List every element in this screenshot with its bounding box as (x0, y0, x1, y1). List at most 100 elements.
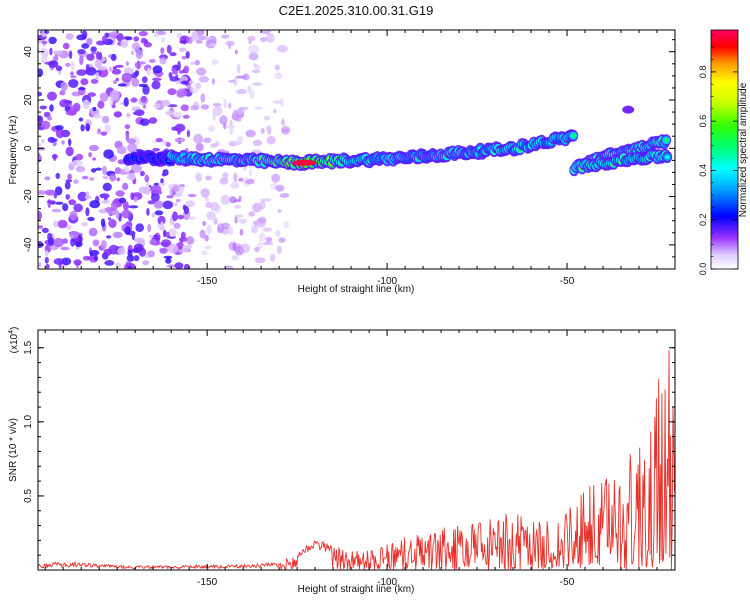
noise-blob (250, 225, 259, 234)
snr-x-tick-label: -100 (377, 577, 397, 588)
noise-blob (172, 211, 178, 222)
noise-blob (259, 202, 267, 207)
noise-blob (208, 125, 216, 133)
colorbar-frame (710, 29, 739, 270)
noise-blob (99, 92, 109, 102)
noise-blob (161, 101, 171, 107)
noise-blob (116, 32, 124, 42)
noise-blob (182, 114, 190, 119)
noise-blob (101, 165, 107, 176)
noise-blob (113, 200, 120, 204)
noise-blob (194, 59, 200, 66)
noise-blob (139, 170, 145, 177)
noise-blob (126, 138, 136, 144)
noise-blob (236, 63, 241, 74)
noise-blob (45, 189, 56, 196)
noise-blob (169, 52, 177, 57)
noise-blob (233, 172, 238, 183)
noise-blob (47, 237, 55, 247)
noise-blob (151, 212, 156, 218)
noise-blob (217, 223, 225, 233)
noise-blob (263, 115, 270, 121)
noise-blob (262, 227, 272, 232)
spectrogram-frame (37, 29, 676, 270)
noise-blob (41, 139, 45, 144)
noise-blob (185, 200, 196, 208)
noise-blob (126, 172, 136, 181)
y-tick-label: 0 (23, 145, 34, 151)
noise-blob (92, 157, 96, 161)
noise-blob (38, 210, 42, 221)
noise-blob (118, 197, 127, 204)
noise-blob (154, 210, 164, 216)
noise-blob (219, 177, 229, 185)
snr-series-line (38, 350, 675, 570)
noise-blob (167, 88, 177, 96)
noise-blob (166, 231, 170, 239)
snr-x-tick-label: -50 (560, 577, 575, 588)
noise-blob (223, 98, 227, 109)
noise-blob (205, 175, 213, 181)
noise-blob (234, 214, 244, 218)
noise-blob (209, 43, 218, 47)
noise-blob (248, 169, 253, 177)
noise-blob (157, 215, 166, 225)
noise-blob (173, 111, 183, 119)
noise-blob (108, 244, 119, 255)
snr-y-label: SNR (10 * v/v) (8, 418, 19, 482)
noise-blob (274, 64, 280, 71)
noise-blob (167, 243, 179, 254)
noise-blob (178, 249, 183, 253)
noise-blob (142, 104, 147, 109)
noise-blob (204, 197, 209, 202)
noise-blob (159, 248, 168, 254)
noise-blob (117, 146, 127, 155)
noise-blob (168, 228, 177, 237)
noise-blob (130, 97, 138, 103)
noise-blob (234, 215, 238, 224)
colorbar-tick-label: 0.2 (698, 213, 708, 226)
noise-blob (140, 95, 147, 103)
noise-blob (115, 262, 122, 269)
upper-ridge-core (663, 138, 669, 143)
noise-blob (146, 207, 150, 216)
noise-blob (95, 167, 102, 171)
noise-blob (127, 265, 133, 269)
snr-marks (38, 350, 675, 570)
noise-blob (87, 92, 97, 97)
y-tick-label: -20 (23, 189, 34, 204)
noise-blob (211, 78, 215, 85)
noise-blob (82, 175, 89, 180)
noise-blob (273, 109, 277, 114)
noise-blob (245, 179, 255, 185)
noise-blob (54, 186, 63, 196)
noise-blob (269, 253, 276, 262)
noise-blob (265, 236, 273, 243)
noise-blob (202, 220, 207, 227)
noise-blob (68, 199, 77, 206)
noise-blob (97, 100, 105, 109)
lower-ridge-core (664, 155, 670, 160)
noise-blob (110, 53, 117, 62)
figure-title: C2E1.2025.310.00.31.G19 (279, 3, 434, 18)
noise-blob (178, 70, 185, 74)
noise-blob (41, 40, 48, 45)
noise-blob (115, 77, 120, 82)
colorbar-tick-label: 0.8 (698, 66, 708, 79)
noise-blob (233, 199, 241, 203)
spectrogram-marks (38, 30, 673, 269)
noise-blob (160, 47, 165, 54)
peak-spot (292, 159, 317, 166)
noise-blob (176, 88, 188, 97)
noise-blob (147, 250, 155, 258)
noise-blob (149, 59, 156, 63)
noise-blob (87, 216, 95, 222)
noise-blob (107, 217, 111, 221)
snr-y-tick-label: 1.0 (23, 414, 34, 428)
noise-blob (196, 67, 207, 76)
noise-blob (85, 64, 90, 72)
noise-blob (65, 224, 72, 230)
noise-blob (94, 59, 103, 68)
noise-blob (186, 129, 190, 138)
noise-blob (195, 172, 202, 180)
